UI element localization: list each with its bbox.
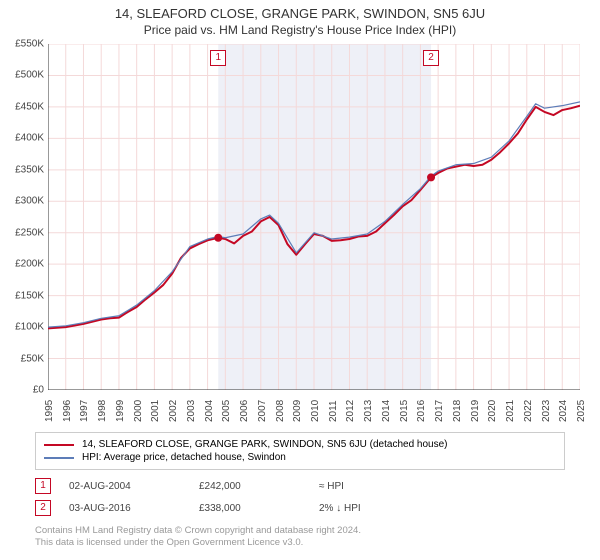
x-tick-label: 2007 [257, 400, 268, 422]
sale-price: £242,000 [199, 481, 319, 492]
x-tick-label: 2022 [523, 400, 534, 422]
chart: £0£50K£100K£150K£200K£250K£300K£350K£400… [48, 44, 580, 390]
x-tick-label: 2000 [133, 400, 144, 422]
y-tick-label: £350K [4, 164, 44, 175]
page-subtitle: Price paid vs. HM Land Registry's House … [0, 21, 600, 37]
chart-svg [48, 44, 580, 390]
sale-note: ≈ HPI [319, 481, 439, 492]
x-tick-label: 1998 [97, 400, 108, 422]
x-tick-label: 2016 [416, 400, 427, 422]
x-tick-label: 2015 [399, 400, 410, 422]
y-tick-label: £50K [4, 353, 44, 364]
y-tick-label: £100K [4, 322, 44, 333]
legend-item: 14, SLEAFORD CLOSE, GRANGE PARK, SWINDON… [44, 438, 556, 451]
x-tick-label: 2001 [150, 400, 161, 422]
x-tick-label: 1996 [62, 400, 73, 422]
footer: Contains HM Land Registry data © Crown c… [35, 525, 361, 550]
x-tick-label: 2012 [345, 400, 356, 422]
x-tick-label: 2003 [186, 400, 197, 422]
x-tick-label: 2002 [168, 400, 179, 422]
page-title: 14, SLEAFORD CLOSE, GRANGE PARK, SWINDON… [0, 0, 600, 21]
sale-row: 2 03-AUG-2016£338,0002% ↓ HPI [35, 500, 565, 516]
x-tick-label: 2010 [310, 400, 321, 422]
x-tick-label: 1997 [79, 400, 90, 422]
x-tick-label: 2024 [558, 400, 569, 422]
x-tick-label: 2008 [275, 400, 286, 422]
y-tick-label: £450K [4, 101, 44, 112]
x-tick-label: 2021 [505, 400, 516, 422]
legend: 14, SLEAFORD CLOSE, GRANGE PARK, SWINDON… [35, 432, 565, 470]
y-tick-label: £250K [4, 227, 44, 238]
x-tick-label: 2020 [487, 400, 498, 422]
sale-marker-label: 1 [210, 50, 226, 66]
x-tick-label: 2017 [434, 400, 445, 422]
x-tick-label: 2009 [292, 400, 303, 422]
legend-swatch [44, 457, 74, 459]
sale-date: 03-AUG-2016 [69, 503, 199, 514]
sale-row: 1 02-AUG-2004£242,000≈ HPI [35, 478, 565, 494]
sale-row-marker: 2 [35, 500, 51, 516]
x-tick-label: 1995 [44, 400, 55, 422]
sale-price: £338,000 [199, 503, 319, 514]
x-tick-label: 2014 [381, 400, 392, 422]
y-tick-label: £300K [4, 196, 44, 207]
legend-label: 14, SLEAFORD CLOSE, GRANGE PARK, SWINDON… [82, 439, 448, 450]
x-tick-label: 2018 [452, 400, 463, 422]
x-tick-label: 2013 [363, 400, 374, 422]
x-tick-label: 2011 [328, 400, 339, 422]
x-tick-label: 2025 [576, 400, 587, 422]
sale-note: 2% ↓ HPI [319, 503, 439, 514]
y-tick-label: £550K [4, 39, 44, 50]
y-tick-label: £500K [4, 70, 44, 81]
x-tick-label: 2004 [204, 400, 215, 422]
legend-swatch [44, 444, 74, 446]
sale-marker-label: 2 [423, 50, 439, 66]
legend-label: HPI: Average price, detached house, Swin… [82, 452, 286, 463]
x-tick-label: 2005 [221, 400, 232, 422]
y-tick-label: £150K [4, 290, 44, 301]
y-tick-label: £200K [4, 259, 44, 270]
footer-line-1: Contains HM Land Registry data © Crown c… [35, 525, 361, 537]
x-tick-label: 1999 [115, 400, 126, 422]
y-tick-label: £400K [4, 133, 44, 144]
legend-item: HPI: Average price, detached house, Swin… [44, 451, 556, 464]
x-tick-label: 2023 [541, 400, 552, 422]
y-tick-label: £0 [4, 385, 44, 396]
sale-date: 02-AUG-2004 [69, 481, 199, 492]
footer-line-2: This data is licensed under the Open Gov… [35, 537, 361, 549]
x-tick-label: 2019 [470, 400, 481, 422]
x-tick-label: 2006 [239, 400, 250, 422]
sale-row-marker: 1 [35, 478, 51, 494]
